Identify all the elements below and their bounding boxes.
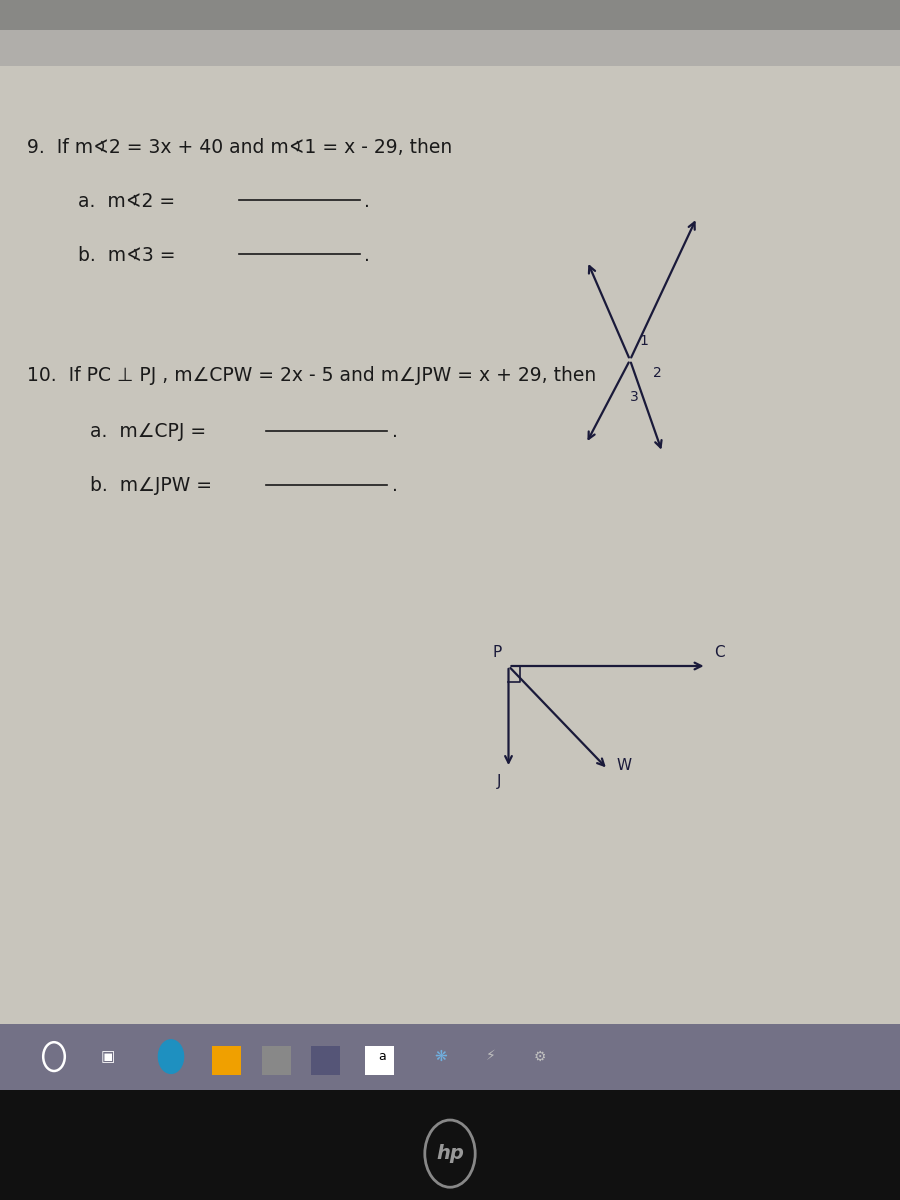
Text: b.  m∠JPW =: b. m∠JPW = <box>54 476 212 496</box>
Text: a.  m∠CPJ =: a. m∠CPJ = <box>54 422 206 442</box>
Text: ⚡: ⚡ <box>486 1050 495 1063</box>
Circle shape <box>158 1039 184 1073</box>
Bar <box>0 1090 900 1200</box>
Text: .: . <box>392 422 398 442</box>
Text: .: . <box>364 192 371 211</box>
Text: ⚙: ⚙ <box>534 1050 546 1063</box>
Text: ▣: ▣ <box>101 1049 115 1064</box>
Text: a.  m∢2 =: a. m∢2 = <box>54 192 176 211</box>
Text: 10.  If PC ⊥ PJ , m∠CPW = 2x - 5 and m∠JPW = x + 29, then: 10. If PC ⊥ PJ , m∠CPW = 2x - 5 and m∠JP… <box>27 366 596 385</box>
Text: 9.  If m∢2 = 3x + 40 and m∢1 = x - 29, then: 9. If m∢2 = 3x + 40 and m∢1 = x - 29, th… <box>27 138 452 157</box>
Text: J: J <box>497 774 501 790</box>
Text: C: C <box>714 646 724 660</box>
Text: a: a <box>379 1050 386 1063</box>
Text: .: . <box>364 246 371 265</box>
Text: hp: hp <box>436 1144 464 1163</box>
Bar <box>0 0 900 66</box>
Text: W: W <box>616 758 632 773</box>
FancyBboxPatch shape <box>365 1045 394 1075</box>
FancyBboxPatch shape <box>212 1045 241 1075</box>
Text: .: . <box>392 476 398 496</box>
Text: 3: 3 <box>630 390 639 404</box>
FancyBboxPatch shape <box>311 1045 340 1075</box>
FancyBboxPatch shape <box>262 1045 291 1075</box>
Text: 1: 1 <box>639 334 648 348</box>
Text: 2: 2 <box>652 366 662 380</box>
Bar <box>0 1024 900 1090</box>
Text: ❋: ❋ <box>435 1049 447 1064</box>
Bar <box>0 0 900 30</box>
Text: P: P <box>492 646 501 660</box>
Text: b.  m∢3 =: b. m∢3 = <box>54 246 176 265</box>
